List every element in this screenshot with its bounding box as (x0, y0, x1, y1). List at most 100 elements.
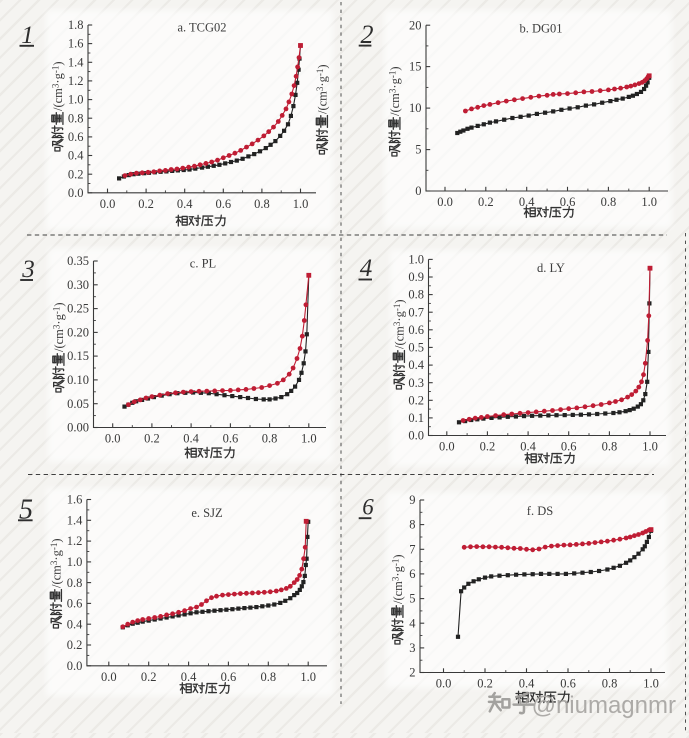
svg-text:0.6: 0.6 (68, 130, 84, 144)
svg-text:4: 4 (409, 616, 416, 630)
svg-text:0.0: 0.0 (67, 659, 83, 673)
svg-text:0.0: 0.0 (68, 186, 84, 200)
svg-text:15: 15 (409, 60, 422, 74)
svg-text:e. SJZ: e. SJZ (191, 506, 222, 520)
svg-text:0.9: 0.9 (408, 270, 424, 284)
svg-text:0.25: 0.25 (67, 302, 89, 316)
svg-text:1.0: 1.0 (643, 677, 659, 691)
svg-text:0.0: 0.0 (439, 440, 455, 454)
svg-text:/(cm3·g-1): /(cm3·g-1) (392, 299, 406, 349)
svg-text:1.4: 1.4 (67, 513, 83, 527)
svg-text:a. TCG02: a. TCG02 (177, 21, 226, 35)
svg-text:0.0: 0.0 (101, 670, 117, 684)
svg-text:1.2: 1.2 (67, 534, 83, 548)
svg-text:/(cm3·g-1): /(cm3·g-1) (390, 554, 404, 604)
svg-text:0.30: 0.30 (67, 278, 89, 292)
svg-text:0.0: 0.0 (436, 677, 452, 691)
svg-text:b. DG01: b. DG01 (519, 22, 562, 36)
svg-text:0.6: 0.6 (408, 323, 424, 337)
svg-text:/(cm3·g-1): /(cm3·g-1) (51, 302, 65, 352)
svg-text:3: 3 (21, 256, 35, 283)
svg-text:0.2: 0.2 (68, 167, 84, 181)
svg-text:0.4: 0.4 (520, 440, 536, 454)
svg-text:1.0: 1.0 (301, 432, 317, 446)
svg-text:0.6: 0.6 (221, 670, 237, 684)
svg-text:0.2: 0.2 (408, 393, 424, 407)
svg-text:2: 2 (361, 20, 374, 49)
svg-text:0.2: 0.2 (67, 638, 83, 652)
svg-text:4: 4 (360, 255, 373, 282)
svg-text:0.10: 0.10 (67, 373, 89, 387)
svg-text:d. LY: d. LY (537, 261, 565, 275)
svg-text:20: 20 (409, 18, 422, 32)
svg-text:0.6: 0.6 (561, 440, 577, 454)
svg-text:0.8: 0.8 (602, 677, 618, 691)
svg-text:0.7: 0.7 (408, 305, 424, 319)
svg-text:0.8: 0.8 (408, 288, 424, 302)
svg-text:0.0: 0.0 (105, 432, 121, 446)
svg-text:0.1: 0.1 (408, 411, 424, 425)
svg-text:0.8: 0.8 (262, 432, 278, 446)
svg-text:5: 5 (409, 592, 415, 606)
svg-text:0.8: 0.8 (254, 197, 270, 211)
svg-text:2: 2 (409, 666, 415, 680)
svg-text:1.8: 1.8 (68, 18, 84, 32)
svg-text:3: 3 (409, 641, 415, 655)
svg-text:/(cm3·g-1): /(cm3·g-1) (49, 538, 63, 588)
svg-text:6: 6 (362, 495, 374, 520)
svg-text:9: 9 (409, 493, 415, 507)
svg-text:10: 10 (409, 101, 422, 115)
svg-text:0.4: 0.4 (408, 358, 424, 372)
svg-text:0.8: 0.8 (67, 576, 83, 590)
svg-text:5: 5 (19, 494, 33, 525)
svg-text:0.6: 0.6 (67, 597, 83, 611)
svg-text:8: 8 (409, 518, 415, 532)
svg-text:1.0: 1.0 (68, 93, 84, 107)
svg-text:/(cm3·g-1): /(cm3·g-1) (387, 66, 401, 116)
svg-text:0.4: 0.4 (519, 677, 535, 691)
svg-text:1.0: 1.0 (641, 195, 657, 209)
svg-text:/(cm3·g-1): /(cm3·g-1) (315, 64, 329, 114)
svg-text:f. DS: f. DS (527, 504, 553, 518)
svg-text:/(cm3·g-1): /(cm3·g-1) (50, 61, 64, 111)
svg-text:0.4: 0.4 (68, 149, 84, 163)
svg-text:0.6: 0.6 (560, 677, 576, 691)
svg-text:1.0: 1.0 (67, 555, 83, 569)
svg-text:0.6: 0.6 (560, 195, 576, 209)
svg-text:0.2: 0.2 (141, 670, 157, 684)
svg-text:0.2: 0.2 (480, 440, 496, 454)
svg-text:1.0: 1.0 (293, 197, 309, 211)
svg-text:0.4: 0.4 (67, 617, 83, 631)
svg-text:0.05: 0.05 (67, 397, 89, 411)
svg-text:0.4: 0.4 (181, 670, 197, 684)
svg-text:1: 1 (21, 22, 34, 49)
svg-text:0.35: 0.35 (67, 254, 89, 268)
svg-text:0.2: 0.2 (478, 195, 494, 209)
svg-text:0.4: 0.4 (177, 197, 193, 211)
svg-text:0: 0 (415, 184, 421, 198)
svg-text:1.0: 1.0 (300, 670, 316, 684)
svg-text:0.5: 0.5 (408, 341, 424, 355)
svg-text:1.6: 1.6 (68, 37, 84, 51)
svg-text:1.2: 1.2 (68, 74, 84, 88)
svg-text:0.0: 0.0 (408, 429, 424, 443)
svg-text:0.3: 0.3 (408, 376, 424, 390)
svg-text:0.8: 0.8 (602, 440, 618, 454)
svg-text:1.6: 1.6 (67, 493, 83, 507)
svg-text:6: 6 (409, 567, 415, 581)
svg-text:0.8: 0.8 (260, 670, 276, 684)
svg-text:0.2: 0.2 (144, 432, 160, 446)
svg-text:0.2: 0.2 (477, 677, 493, 691)
svg-text:c. PL: c. PL (190, 257, 216, 271)
svg-text:0.6: 0.6 (215, 197, 231, 211)
svg-text:0.00: 0.00 (67, 421, 89, 435)
svg-text:0.2: 0.2 (138, 197, 154, 211)
svg-text:1.4: 1.4 (68, 55, 84, 69)
svg-text:0.4: 0.4 (519, 195, 535, 209)
svg-text:5: 5 (415, 143, 421, 157)
svg-text:0.8: 0.8 (601, 195, 617, 209)
svg-text:0.4: 0.4 (183, 432, 199, 446)
svg-text:7: 7 (409, 542, 415, 556)
svg-text:0.0: 0.0 (100, 197, 116, 211)
svg-text:1.0: 1.0 (408, 253, 424, 267)
